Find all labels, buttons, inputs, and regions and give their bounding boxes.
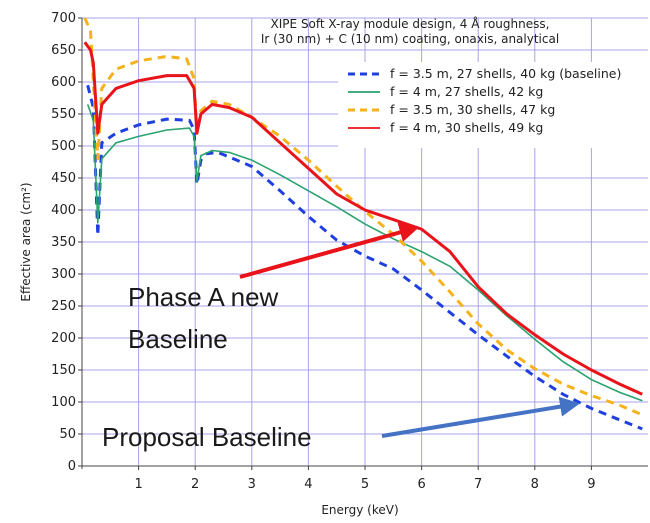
legend-box <box>338 62 650 148</box>
series-line-4 <box>83 41 643 396</box>
y-tick-label-400: 400 <box>51 203 76 218</box>
series-lines <box>83 17 643 431</box>
legend: f = 3.5 m, 27 shells, 40 kg (baseline) f … <box>338 62 650 148</box>
series-line-1 <box>86 84 643 431</box>
x-tick-label-7: 7 <box>474 477 482 492</box>
axes <box>78 17 648 470</box>
annotation-proposal-baseline: Proposal Baseline <box>102 422 312 452</box>
x-tick-label-3: 3 <box>248 477 256 492</box>
legend-label-1: f = 3.5 m, 27 shells, 40 kg (baseline) <box>390 66 621 81</box>
annotation-phase-a-line-1: Phase A new <box>128 282 279 312</box>
y-tick-label-0: 0 <box>68 459 76 474</box>
annotation-phase-a-line-2: Baseline <box>128 324 228 354</box>
tick-labels: 0 50 100 150 200 250 300 350 400 450 500 550 600 650 7… <box>51 11 595 492</box>
y-tick-label-600: 600 <box>51 75 76 90</box>
chart-title-line-1: XIPE Soft X-ray module design, 4 Å rough… <box>271 16 550 31</box>
y-tick-label-250: 250 <box>51 299 76 314</box>
x-tick-label-2: 2 <box>191 477 199 492</box>
annotations: Phase A new Baseline Proposal Baseline <box>102 222 581 452</box>
y-tick-label-700: 700 <box>51 11 76 26</box>
y-tick-label-100: 100 <box>51 395 76 410</box>
x-axis-label: Energy (keV) <box>321 503 398 517</box>
x-tick-label-4: 4 <box>304 477 312 492</box>
series-line-3 <box>83 17 643 417</box>
chart-title-line-2: Ir (30 nm) + C (10 nm) coating, onaxis, … <box>261 32 559 46</box>
y-tick-label-550: 550 <box>51 107 76 122</box>
x-tick-label-1: 1 <box>134 477 142 492</box>
y-tick-label-300: 300 <box>51 267 76 282</box>
x-tick-label-9: 9 <box>587 477 595 492</box>
x-tick-label-8: 8 <box>531 477 539 492</box>
y-tick-label-150: 150 <box>51 363 76 378</box>
annotation-phase-a-arrow <box>239 222 420 279</box>
y-tick-label-500: 500 <box>51 139 76 154</box>
series-line-2 <box>86 104 643 402</box>
legend-label-2: f = 4 m, 27 shells, 42 kg <box>390 84 543 99</box>
x-tick-label-5: 5 <box>361 477 369 492</box>
legend-label-4: f = 4 m, 30 shells, 49 kg <box>390 120 543 135</box>
y-tick-label-650: 650 <box>51 43 76 58</box>
y-tick-label-200: 200 <box>51 331 76 346</box>
y-tick-label-350: 350 <box>51 235 76 250</box>
y-axis-label: Effective area (cm²) <box>19 182 33 301</box>
legend-label-3: f = 3.5 m, 30 shells, 47 kg <box>390 102 555 117</box>
annotation-proposal-arrow <box>381 396 581 438</box>
y-tick-label-450: 450 <box>51 171 76 186</box>
y-tick-label-50: 50 <box>59 427 76 442</box>
x-tick-label-6: 6 <box>417 477 425 492</box>
